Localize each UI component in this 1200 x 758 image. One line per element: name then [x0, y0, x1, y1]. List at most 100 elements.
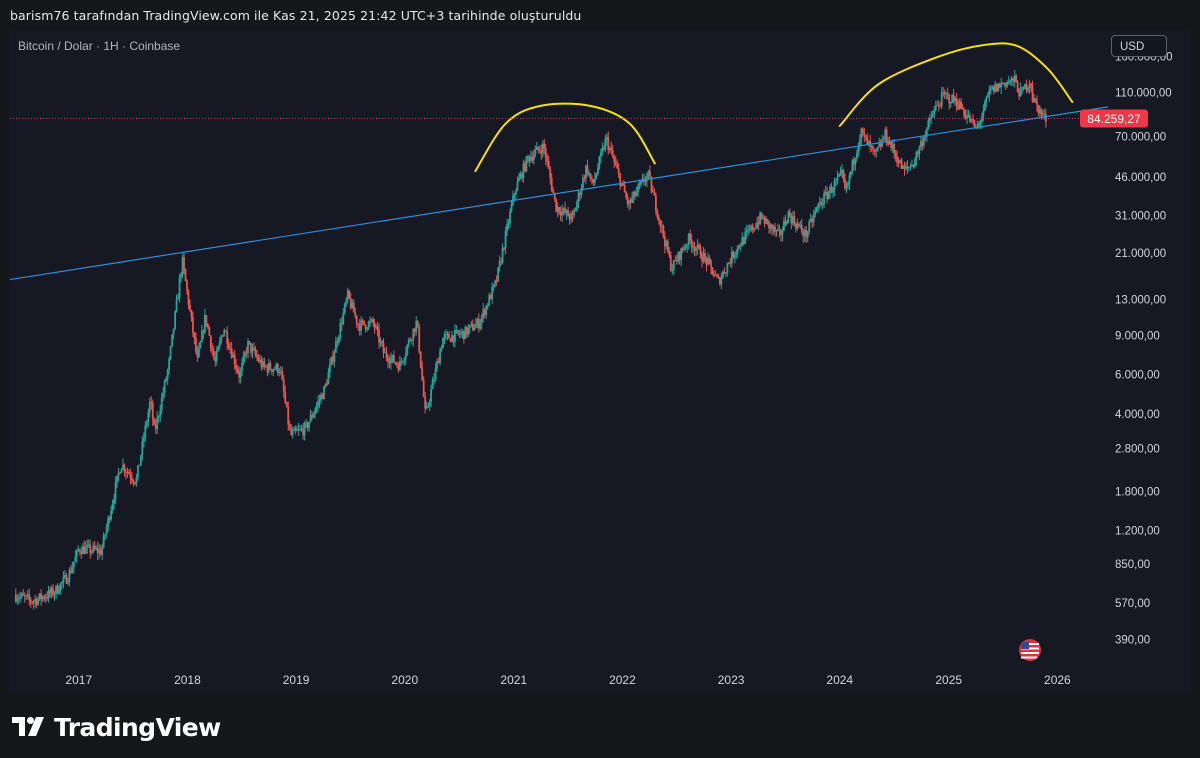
candle-body: [660, 225, 663, 227]
candle-body: [50, 587, 53, 594]
candle-body: [940, 92, 943, 106]
candle-body: [38, 593, 41, 599]
candle-body: [165, 378, 168, 381]
candle-body: [632, 191, 635, 198]
candle-body: [710, 260, 712, 268]
candle-body: [381, 341, 383, 344]
candle-body: [412, 328, 415, 341]
candle-body: [247, 341, 249, 354]
candle-body: [49, 590, 51, 594]
candle-body: [477, 319, 480, 329]
candle-body: [784, 220, 787, 225]
candle-body: [927, 120, 930, 129]
candle-body: [147, 412, 150, 423]
candle-body: [135, 477, 138, 484]
chart-caption: barism76 tarafından TradingView.com ile …: [10, 8, 582, 23]
candle-body: [870, 145, 873, 148]
candle-body: [93, 545, 96, 549]
candle-body: [590, 178, 593, 180]
candle-body: [891, 144, 894, 148]
candle-body: [759, 213, 762, 225]
candle-body: [326, 384, 328, 386]
candle-body: [680, 248, 683, 261]
candle-body: [576, 201, 578, 210]
candle-body: [937, 104, 940, 106]
candle-body: [976, 126, 979, 128]
candle-body: [190, 310, 193, 317]
candle-body: [774, 226, 776, 232]
candle-body: [375, 326, 377, 328]
annotation-layer: [474, 42, 1074, 173]
candle-body: [279, 371, 282, 373]
y-tick-label: 2.800,00: [1115, 443, 1160, 455]
candle-body: [546, 158, 549, 162]
candle-body: [372, 319, 374, 323]
currency-button[interactable]: USD: [1111, 35, 1167, 57]
candle-body: [827, 192, 830, 199]
candle-body: [105, 527, 108, 535]
candle-body: [22, 593, 25, 596]
candle-body: [586, 165, 589, 174]
candle-body: [263, 361, 266, 366]
candle-body: [321, 394, 324, 399]
candle-body: [214, 357, 217, 362]
candle-body: [217, 346, 220, 352]
candle-body: [894, 152, 897, 157]
candle-body: [736, 245, 739, 252]
candle-body: [175, 299, 178, 312]
candle-body: [501, 247, 504, 263]
candle-body: [954, 98, 957, 102]
candle-body: [41, 596, 44, 600]
candle-body: [302, 428, 305, 436]
candle-body: [480, 316, 483, 324]
candle-body: [142, 438, 145, 441]
candle-body: [899, 159, 901, 163]
candle-body: [628, 200, 631, 204]
candle-body: [805, 229, 808, 238]
candle-body: [162, 392, 165, 398]
candle-body: [647, 171, 650, 175]
candle-body: [692, 246, 695, 248]
candle-body: [71, 567, 74, 573]
candle-body: [925, 128, 928, 137]
candle-body: [771, 224, 773, 230]
candle-body: [561, 210, 564, 216]
chart-panel[interactable]: 84.259,27 160.000,00 110.000,00 70.000,00 4…: [10, 30, 1190, 693]
candle-body: [552, 189, 555, 193]
candle-body: [461, 330, 464, 333]
candle-body: [464, 326, 467, 340]
candle-body: [689, 233, 692, 240]
candle-body: [570, 213, 572, 220]
x-tick-label: 2022: [609, 673, 636, 687]
candle-body: [178, 277, 181, 298]
candle-body: [665, 241, 668, 247]
candle-body: [872, 147, 875, 150]
candle-body: [96, 547, 99, 553]
candle-body: [485, 305, 488, 315]
symbol-legend[interactable]: Bitcoin / Dolar · 1H · Coinbase: [18, 39, 181, 53]
candle-body: [489, 295, 492, 300]
candle-body: [794, 223, 797, 229]
candle-body: [394, 362, 397, 364]
candle-body: [949, 102, 952, 104]
candle-body: [979, 121, 982, 124]
candle-body: [781, 230, 784, 235]
price-chart[interactable]: 84.259,27 160.000,00110.000,0070.000,004…: [10, 30, 1190, 693]
candle-body: [519, 173, 522, 179]
candle-body: [439, 350, 441, 364]
candle-body: [644, 180, 647, 182]
candle-body: [181, 257, 184, 275]
candle-body: [838, 174, 840, 177]
candle-body: [117, 472, 120, 476]
candle-body: [227, 343, 230, 348]
candle-body: [528, 156, 531, 162]
candle-body: [363, 320, 366, 325]
candle-body: [449, 338, 452, 342]
candle-body: [526, 156, 529, 158]
candle-body: [348, 290, 351, 299]
candle-body: [906, 166, 909, 168]
candle-body: [607, 137, 610, 150]
candle-body: [497, 267, 500, 282]
y-tick-label: 850,00: [1115, 559, 1150, 571]
candle-body: [762, 217, 764, 219]
